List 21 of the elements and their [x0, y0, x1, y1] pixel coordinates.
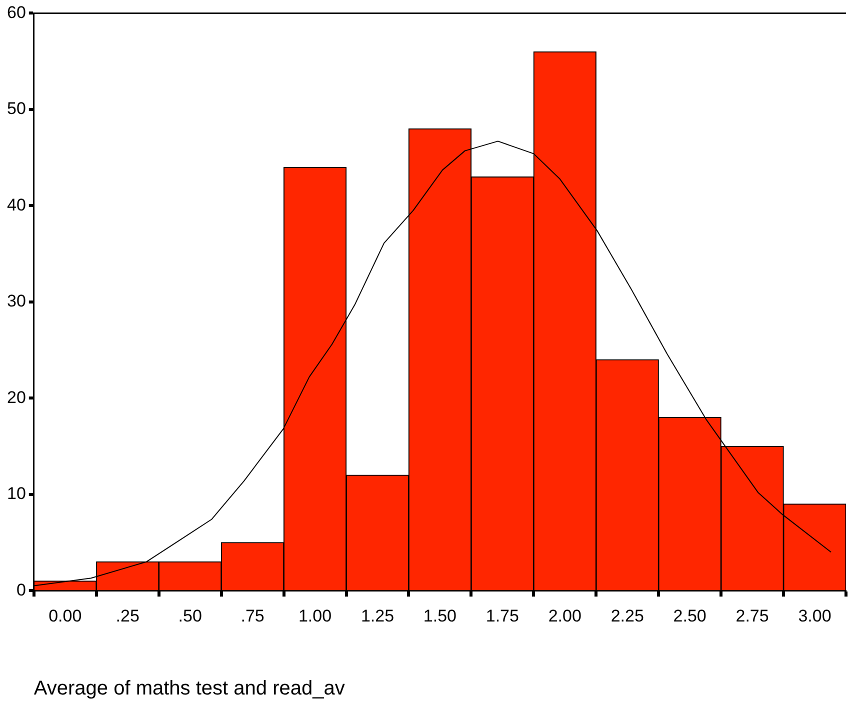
- x-tick-label: 3.00: [798, 606, 832, 626]
- y-tick-label: 50: [6, 99, 26, 118]
- x-tick-label: 2.25: [610, 606, 644, 626]
- x-tick-label: 0.00: [48, 606, 82, 626]
- x-tick-label: 1.00: [298, 606, 332, 626]
- x-tick-label: 1.25: [360, 606, 394, 626]
- x-tick-label: 1.50: [423, 606, 456, 626]
- x-axis-title: Average of maths test and read_av: [34, 678, 345, 700]
- y-tick-label: 0: [16, 580, 26, 600]
- x-tick-label: 2.50: [673, 606, 706, 626]
- x-tick-label: 1.75: [486, 606, 519, 626]
- x-tick-label: .75: [240, 606, 264, 626]
- y-tick-label: 10: [6, 484, 26, 504]
- x-tick-label: .25: [116, 606, 140, 626]
- y-tick-label: 20: [6, 388, 26, 407]
- y-tick-label: 30: [6, 292, 26, 311]
- x-tick-label: 2.75: [736, 606, 769, 626]
- x-tick-label: 2.00: [548, 606, 582, 626]
- x-tick-label: .50: [178, 606, 202, 626]
- y-tick-label: 40: [6, 195, 26, 214]
- y-tick-label: 60: [6, 2, 26, 22]
